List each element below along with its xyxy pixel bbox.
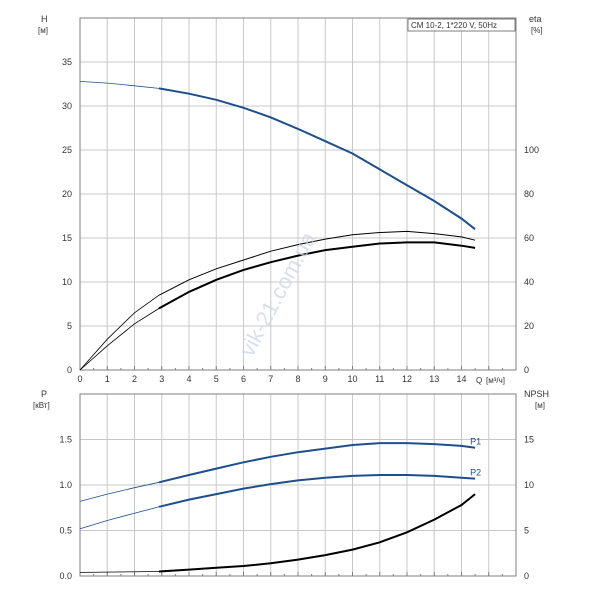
flow-axis-unit: [м³/ч] <box>486 376 505 385</box>
eta-tick-label-0: 0 <box>524 365 529 375</box>
eta-axis-label: eta <box>529 14 542 24</box>
npsh-axis-unit: [м] <box>535 401 545 410</box>
watermark-text: vik-21.com.ua <box>234 227 321 360</box>
eta-tick-label-3: 60 <box>524 233 534 243</box>
npsh-tick-label-3: 15 <box>524 435 534 445</box>
head-curve-extended <box>79 81 160 89</box>
x-tick-label-8: 8 <box>295 374 300 384</box>
npsh-tick-label-0: 0 <box>524 571 529 581</box>
eta-axis-unit: [%] <box>531 26 543 35</box>
npsh-tick-label-2: 10 <box>524 480 534 490</box>
x-tick-label-13: 13 <box>429 374 439 384</box>
x-tick-label-12: 12 <box>402 374 412 384</box>
x-tick-label-4: 4 <box>186 374 191 384</box>
grid-layer <box>79 18 516 577</box>
power-tick-label-3: 1.5 <box>59 435 72 445</box>
head-tick-label-3: 15 <box>62 233 72 243</box>
eta-tick-label-2: 40 <box>524 277 534 287</box>
axis-titles: H [м] eta [%] Q [м³/ч] P [кВт] NPSH [м] <box>33 14 549 410</box>
head-tick-label-0: 0 <box>67 365 72 375</box>
x-tick-label-14: 14 <box>456 374 466 384</box>
head-tick-label-6: 30 <box>62 101 72 111</box>
npsh-curve <box>158 493 476 573</box>
eta-tick-label-5: 100 <box>524 145 539 155</box>
p1-power-curve-extended <box>79 481 160 502</box>
head-tick-label-4: 20 <box>62 189 72 199</box>
head-tick-label-1: 5 <box>67 321 72 331</box>
efficiency-curve-2-extended <box>79 294 160 371</box>
x-tick-label-10: 10 <box>347 374 357 384</box>
head-axis-unit: [м] <box>38 26 48 35</box>
p2-power-curve <box>158 474 476 508</box>
head-axis-label: H <box>41 14 48 24</box>
power-axis-unit: [кВт] <box>33 401 50 410</box>
head-tick-label-7: 35 <box>62 57 72 67</box>
x-tick-label-2: 2 <box>132 374 137 384</box>
power-tick-label-1: 0.5 <box>59 526 72 536</box>
efficiency-curve-2 <box>158 230 476 296</box>
npsh-axis-label: NPSH <box>524 389 549 399</box>
p2-power-curve-extended <box>79 506 160 530</box>
power-tick-label-2: 1.0 <box>59 480 72 490</box>
curve-layer: P1 P2 <box>79 81 481 573</box>
power-axis-label: P <box>41 389 47 399</box>
power-tick-label-0: 0.0 <box>59 571 72 581</box>
npsh-tick-label-1: 5 <box>524 526 529 536</box>
x-tick-label-11: 11 <box>375 374 384 384</box>
x-tick-label-3: 3 <box>159 374 164 384</box>
head-curve <box>158 87 476 230</box>
p1-power-curve <box>158 442 476 484</box>
x-tick-label-0: 0 <box>77 374 82 384</box>
x-tick-label-7: 7 <box>268 374 273 384</box>
efficiency-curve <box>158 241 476 310</box>
series-label-p1: P1 <box>470 437 481 447</box>
legend-box: CM 10-2, 1*220 V, 50Hz <box>407 18 516 32</box>
legend-frame <box>407 18 516 32</box>
x-tick-label-9: 9 <box>323 374 328 384</box>
efficiency-curve-extended <box>79 308 160 371</box>
eta-tick-label-1: 20 <box>524 321 534 331</box>
head-tick-label-2: 10 <box>62 277 72 287</box>
series-label-p2: P2 <box>470 468 481 478</box>
tick-labels: 0 1 2 3 4 5 6 7 8 9 10 11 12 13 1405101520253035020406… <box>59 57 539 581</box>
x-tick-label-6: 6 <box>241 374 246 384</box>
head-tick-label-5: 25 <box>62 145 72 155</box>
x-tick-label-5: 5 <box>214 374 219 384</box>
npsh-curve-extended <box>79 571 160 573</box>
legend-text: CM 10-2, 1*220 V, 50Hz <box>411 21 497 30</box>
eta-tick-label-4: 80 <box>524 189 534 199</box>
flow-axis-label: Q <box>476 376 482 385</box>
x-tick-label-1: 1 <box>105 374 110 384</box>
watermark-layer: vik-21.com.ua <box>234 227 321 360</box>
